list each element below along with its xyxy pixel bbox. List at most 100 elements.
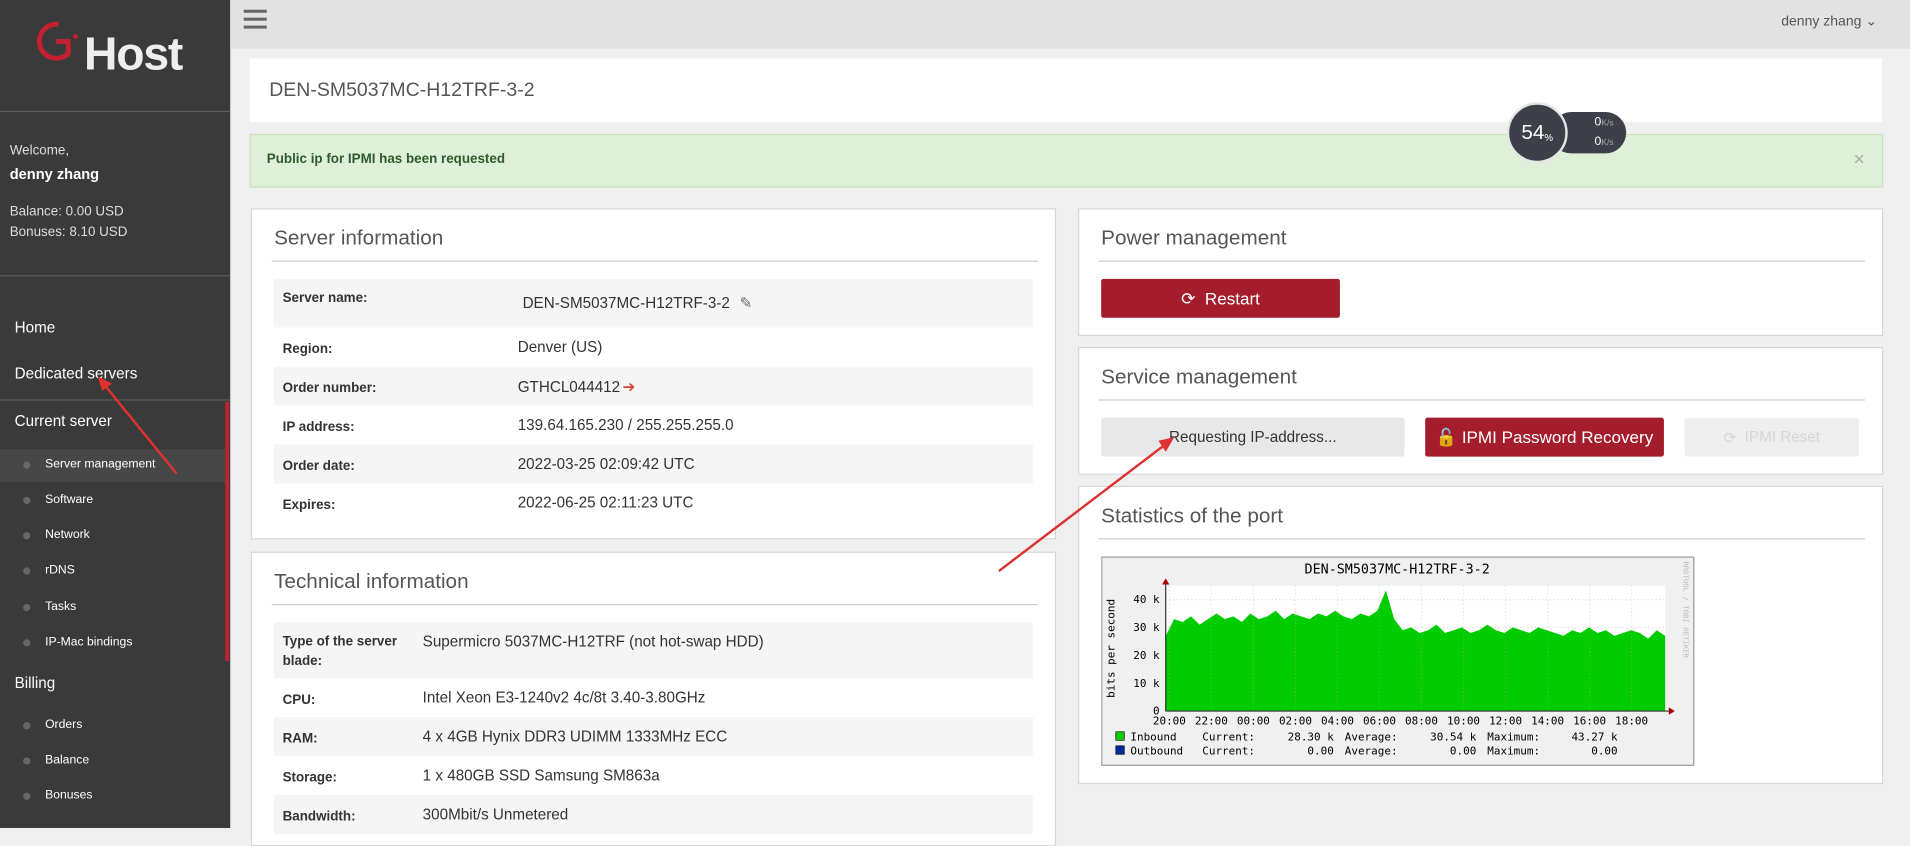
menu-toggle[interactable] bbox=[243, 9, 268, 31]
logo-text: Host bbox=[84, 29, 183, 81]
rate-value: 0 bbox=[1594, 135, 1602, 149]
menu-item[interactable]: Current server bbox=[14, 412, 112, 430]
recovery-button[interactable]: 🔓 IPMI Password Recovery bbox=[1425, 417, 1664, 457]
rate-unit: K/s bbox=[1601, 119, 1614, 128]
y-tick-label: 30 k bbox=[1133, 621, 1160, 634]
icon-bar bbox=[243, 9, 267, 13]
legend-swatch bbox=[1115, 731, 1125, 741]
user-name: denny zhang bbox=[9, 165, 100, 183]
y-axis-label: bits per second bbox=[1105, 599, 1118, 698]
info-row: CPU: Intel Xeon E3-1240v2 4c/8t 3.40-3.80… bbox=[274, 678, 1033, 717]
info-row: Server name: DEN-SM5037MC-H12TRF-3-2 ✎ bbox=[274, 278, 1033, 328]
value-text: 300Mbit/s Unmetered bbox=[422, 806, 569, 824]
edit-icon[interactable]: ✎ bbox=[739, 294, 753, 312]
menu-item[interactable]: Home bbox=[14, 319, 56, 337]
menu-item[interactable]: Balance bbox=[45, 753, 90, 768]
row-value: 4 x 4GB Hynix DDR3 UDIMM 1333MHz ECC bbox=[423, 728, 728, 745]
row-label: Bandwidth: bbox=[282, 809, 356, 825]
menu-item[interactable]: Billing bbox=[14, 674, 56, 692]
logo bbox=[36, 21, 78, 61]
value-text: 1 x 480GB SSD Samsung SM863a bbox=[422, 767, 660, 785]
value-text: DEN-SM5037MC-H12TRF-3-2 bbox=[522, 294, 730, 312]
row-label: Type of the server blade: bbox=[282, 634, 398, 669]
menu-item[interactable]: rDNS bbox=[45, 563, 75, 578]
row-label: Expires: bbox=[282, 497, 336, 513]
menu-item[interactable]: IP-Mac bindings bbox=[45, 635, 133, 649]
menu-item[interactable]: Orders bbox=[45, 718, 83, 732]
menu-item[interactable]: Dedicated servers bbox=[14, 365, 138, 383]
info-row: RAM: 4 x 4GB Hynix DDR3 UDIMM 1333MHz ECC bbox=[274, 717, 1033, 757]
legend-cell: 0.00 bbox=[1307, 744, 1333, 757]
bullet bbox=[23, 792, 31, 800]
legend-cell: 0.00 bbox=[1591, 744, 1617, 757]
legend-cell: Average: bbox=[1345, 744, 1398, 757]
menu-item[interactable]: Bonuses bbox=[45, 789, 93, 803]
menu-item[interactable]: Tasks bbox=[45, 600, 77, 614]
y-tick-label: 20 k bbox=[1133, 649, 1160, 662]
divider bbox=[0, 399, 231, 401]
axis-arrow bbox=[1162, 578, 1170, 585]
value-text: Supermicro 5037MC-H12TRF (not hot-swap H… bbox=[422, 633, 764, 651]
user-menu[interactable]: denny zhang ⌄ bbox=[1781, 14, 1878, 30]
reset-button: ⟳ IPMI Reset bbox=[1684, 417, 1859, 457]
row-label: Order date: bbox=[282, 459, 355, 474]
x-tick-label: 00:00 bbox=[1237, 714, 1270, 727]
load-unit: % bbox=[1544, 132, 1554, 144]
row-label: IP address: bbox=[282, 420, 355, 435]
divider bbox=[1098, 399, 1865, 401]
x-tick-label: 10:00 bbox=[1447, 714, 1480, 727]
legend-cell: 0.00 bbox=[1450, 744, 1476, 757]
balance: Balance: 0.00 USD bbox=[9, 204, 124, 220]
row-label: Region: bbox=[282, 342, 333, 357]
bullet bbox=[23, 722, 31, 730]
row-label: Storage: bbox=[282, 770, 337, 786]
legend-cell: 43.27 k bbox=[1571, 730, 1618, 743]
bullet bbox=[23, 603, 31, 612]
x-tick-label: 02:00 bbox=[1279, 714, 1312, 727]
panel-title: Technical information bbox=[274, 569, 469, 593]
load-value: 54 bbox=[1521, 120, 1545, 144]
row-value: 139.64.165.230 / 255.255.255.0 bbox=[518, 416, 734, 433]
row-value: 2022-06-25 02:11:23 UTC bbox=[518, 494, 694, 511]
info-row: Bandwidth: 300Mbit/s Unmetered bbox=[274, 795, 1033, 835]
legend-cell: Current: bbox=[1202, 744, 1255, 757]
value-text: GTHCL044412 bbox=[517, 378, 621, 396]
row-label: CPU: bbox=[282, 692, 316, 708]
legend-cell: 28.30 k bbox=[1288, 730, 1335, 743]
legend-cell: Maximum: bbox=[1487, 730, 1540, 743]
menu-item[interactable]: Software bbox=[45, 493, 94, 507]
logo-dot bbox=[73, 34, 78, 39]
divider bbox=[0, 275, 231, 277]
menu-item[interactable]: Network bbox=[45, 528, 90, 542]
alert: Public ip for IPMI has been requested × bbox=[249, 133, 1884, 188]
title-box: DEN-SM5037MC-H12TRF-3-2 bbox=[249, 58, 1882, 122]
close-button[interactable]: × bbox=[1853, 149, 1865, 171]
restart-button[interactable]: ⟳ Restart bbox=[1101, 278, 1340, 318]
speed-widget: ↑ ↓ 0K/s 0K/s 54% bbox=[1506, 102, 1627, 164]
active-bar bbox=[225, 401, 230, 662]
status-button: Requesting IP-address... bbox=[1101, 417, 1405, 457]
button-label: Restart bbox=[1204, 288, 1260, 309]
row-label: RAM: bbox=[282, 731, 318, 747]
down-rate: 0K/s bbox=[1594, 135, 1613, 148]
row-value: GTHCL044412 ➔ bbox=[517, 377, 636, 396]
panel-title: Service management bbox=[1101, 365, 1297, 389]
info-row: Expires: 2022-06-25 02:11:23 UTC bbox=[274, 483, 1033, 522]
legend-swatch bbox=[1115, 745, 1125, 755]
legend-cell: Maximum: bbox=[1487, 744, 1540, 757]
x-tick-label: 12:00 bbox=[1489, 714, 1522, 727]
up-rate: 0K/s bbox=[1594, 116, 1613, 129]
row-value: 2022-03-25 02:09:42 UTC bbox=[518, 455, 695, 472]
page-title: DEN-SM5037MC-H12TRF-3-2 bbox=[269, 80, 535, 102]
panel-title: Server information bbox=[274, 226, 444, 250]
info-row: Order date: 2022-03-25 02:09:42 UTC bbox=[274, 444, 1033, 484]
bonuses: Bonuses: 8.10 USD bbox=[9, 225, 128, 240]
menu-item[interactable]: Server management bbox=[45, 457, 156, 472]
go-icon[interactable]: ➔ bbox=[622, 378, 636, 396]
info-row: IP address: 139.64.165.230 / 255.255.255.… bbox=[274, 405, 1033, 444]
icon-bar bbox=[243, 17, 267, 21]
value-text: 2022-06-25 02:11:23 UTC bbox=[517, 494, 694, 512]
